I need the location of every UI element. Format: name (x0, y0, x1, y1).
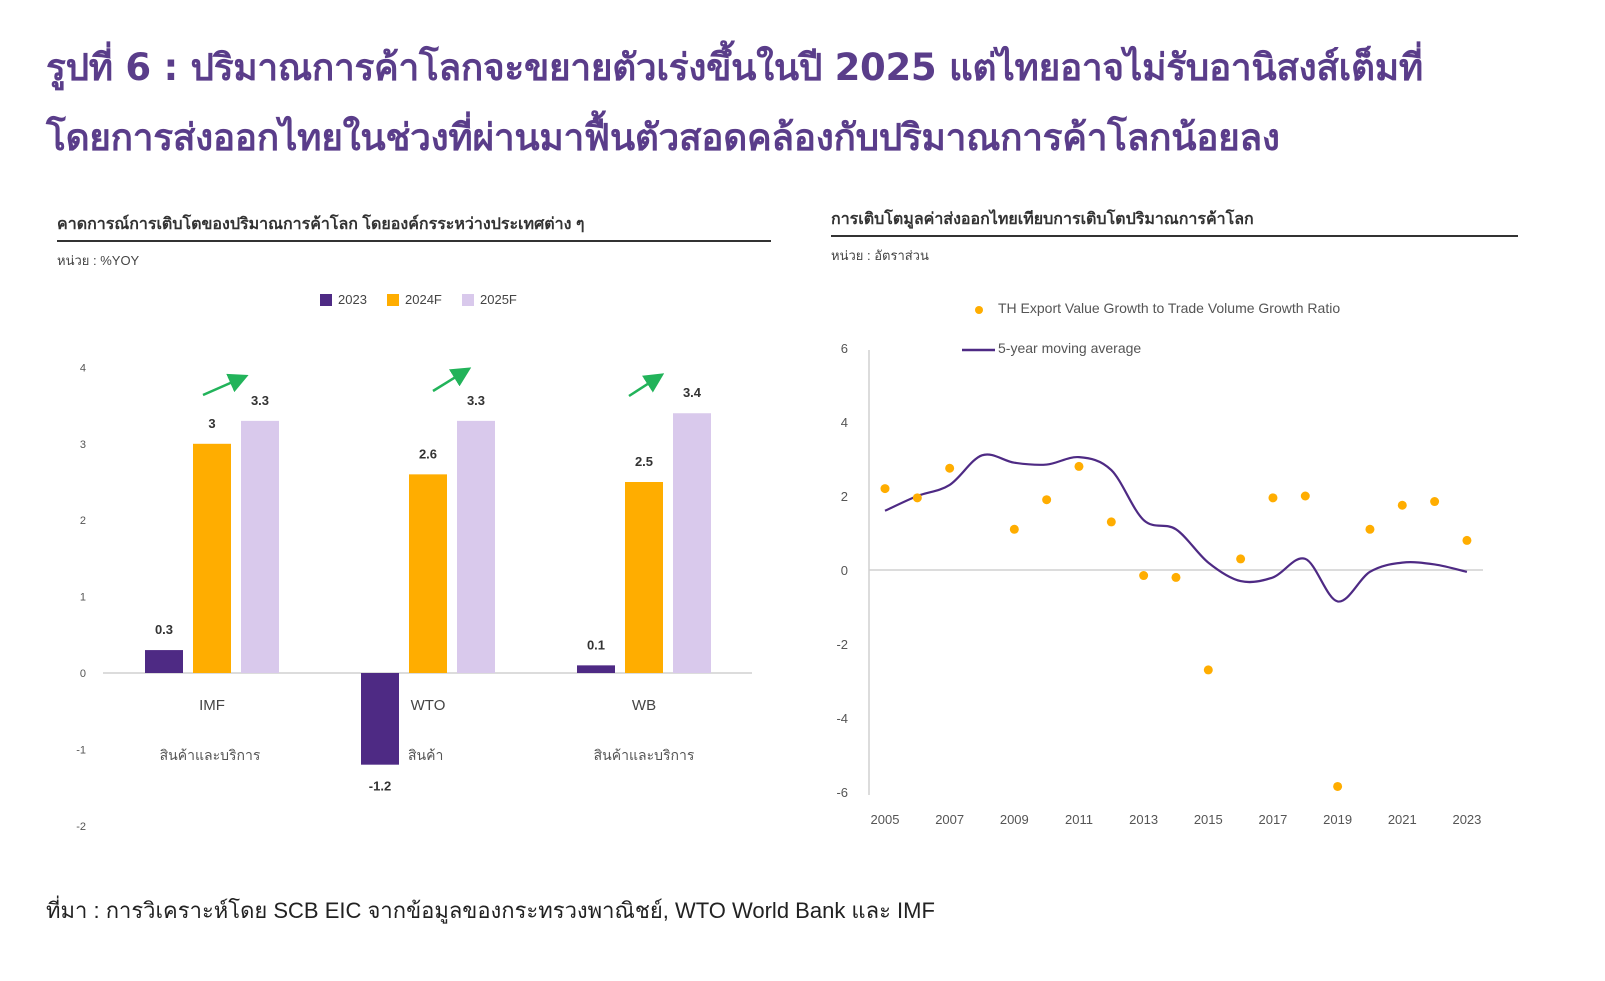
legend-label-2024F: 2024F (405, 292, 442, 307)
trend-arrow-icon (432, 367, 472, 393)
bar-data-label: -1.2 (369, 779, 391, 794)
legend-label-2025F: 2025F (480, 292, 517, 307)
y-tick-label: 2 (80, 515, 86, 527)
y-tick-label: -1 (76, 744, 86, 756)
scatter-point-2014 (1171, 572, 1181, 582)
legend-label-moving-average: 5-year moving average (998, 340, 1141, 356)
bar-chart: -2 -1 0 1 2 3 4 0.3 -1.2 0.1 3 2.6 2.5 3.3 3.3 3.4 IMF สิ… (76, 292, 752, 833)
x-tick-label: 2005 (871, 812, 900, 827)
bar-2024F-WB (625, 482, 663, 673)
scatter-point-2006 (912, 493, 922, 503)
x-category-label: WB (632, 697, 656, 714)
scatter-point-2012 (1106, 517, 1116, 527)
legend-label-2023: 2023 (338, 292, 367, 307)
bar-data-label: 3 (208, 416, 215, 431)
bar-2025F-IMF (241, 420, 279, 673)
bar-2023-WB (577, 665, 615, 673)
scatter-point-2023 (1462, 535, 1472, 545)
x-tick-label: 2017 (1258, 812, 1287, 827)
scatter-point-2005 (880, 484, 890, 494)
scatter-chart: -6 -4 -2 0 2 4 6 2005 2007 2009 2011 2013 2015 2017 20… (836, 300, 1483, 827)
bar-2025F-WB (673, 413, 711, 673)
bar-data-label: 2.5 (635, 454, 653, 469)
x-tick-label: 2009 (1000, 812, 1029, 827)
bar-2024F-WTO (409, 474, 447, 673)
y-tick-label: 1 (80, 592, 86, 604)
left-chart-unit: หน่วย : %YOY (57, 253, 140, 268)
scatter-point-2016 (1236, 554, 1246, 564)
x-category-label: IMF (199, 697, 225, 714)
x-subcategory-label: สินค้า (408, 747, 443, 763)
y-tick-label: 4 (841, 415, 848, 430)
bar-2025F-WTO (457, 420, 495, 673)
scatter-point-2021 (1397, 500, 1407, 510)
bar-2024F-IMF (193, 443, 231, 673)
legend-swatch-2024F (387, 294, 399, 306)
y-tick-label: -2 (76, 821, 86, 833)
legend-label-ratio: TH Export Value Growth to Trade Volume G… (998, 300, 1340, 316)
trend-arrow-icon (628, 373, 665, 398)
scatter-point-2009 (1009, 524, 1019, 534)
left-chart-title: คาดการณ์การเติบโตของปริมาณการค้าโลก โดยอ… (57, 216, 585, 233)
source-note: ที่มา : การวิเคราะห์โดย SCB EIC จากข้อมู… (46, 898, 935, 923)
x-tick-label: 2015 (1194, 812, 1223, 827)
bar-data-label: 2.6 (419, 446, 437, 461)
right-chart-unit: หน่วย : อัตราส่วน (831, 248, 929, 263)
y-tick-label: -2 (836, 637, 848, 652)
x-category-label: WTO (411, 697, 446, 714)
bar-data-label: 3.3 (467, 393, 485, 408)
bar-data-label: 0.1 (587, 637, 605, 652)
y-tick-label: -4 (836, 711, 848, 726)
right-chart-title: การเติบโตมูลค่าส่งออกไทยเทียบการเติบโตปร… (831, 211, 1254, 228)
scatter-point-2022 (1430, 497, 1440, 507)
scatter-point-2017 (1268, 493, 1278, 503)
moving-average-line (884, 453, 1468, 603)
x-tick-label: 2023 (1452, 812, 1481, 827)
x-tick-label: 2019 (1323, 812, 1352, 827)
scatter-point-2010 (1042, 495, 1052, 505)
y-tick-label: 3 (80, 439, 86, 451)
page-title-line-2: โดยการส่งออกไทยในช่วงที่ผ่านมาฟื้นตัวสอด… (46, 116, 1280, 159)
y-tick-label: 0 (80, 668, 86, 680)
scatter-point-2011 (1074, 461, 1084, 471)
y-tick-label: 6 (841, 341, 848, 356)
x-tick-label: 2021 (1388, 812, 1417, 827)
bar-data-label: 0.3 (155, 622, 173, 637)
left-title-rule (57, 240, 771, 242)
bar-data-label: 3.4 (683, 385, 702, 400)
bar-2023-IMF (145, 650, 183, 673)
trend-arrow-icon (202, 373, 249, 397)
x-subcategory-label: สินค้าและบริการ (160, 747, 261, 763)
scatter-point-2018 (1300, 491, 1310, 501)
x-tick-label: 2007 (935, 812, 964, 827)
y-tick-label: 2 (841, 489, 848, 504)
legend-marker-ratio (975, 306, 983, 314)
x-subcategory-label: สินค้าและบริการ (594, 747, 695, 763)
x-tick-label: 2013 (1129, 812, 1158, 827)
scatter-point-2013 (1139, 571, 1149, 581)
right-title-rule (831, 235, 1518, 237)
bar-2023-WTO (361, 673, 399, 765)
scatter-point-2019 (1333, 781, 1343, 791)
y-tick-label: 0 (841, 563, 848, 578)
legend-swatch-2023 (320, 294, 332, 306)
y-tick-label: -6 (836, 785, 848, 800)
scatter-point-2015 (1203, 665, 1213, 675)
bar-data-label: 3.3 (251, 393, 269, 408)
scatter-point-2020 (1365, 524, 1375, 534)
scatter-point-2007 (945, 463, 955, 473)
x-tick-label: 2011 (1065, 812, 1093, 827)
legend-swatch-2025F (462, 294, 474, 306)
page-title-line-1: รูปที่ 6 : ปริมาณการค้าโลกจะขยายตัวเร่งข… (46, 46, 1423, 89)
y-tick-label: 4 (80, 362, 86, 374)
